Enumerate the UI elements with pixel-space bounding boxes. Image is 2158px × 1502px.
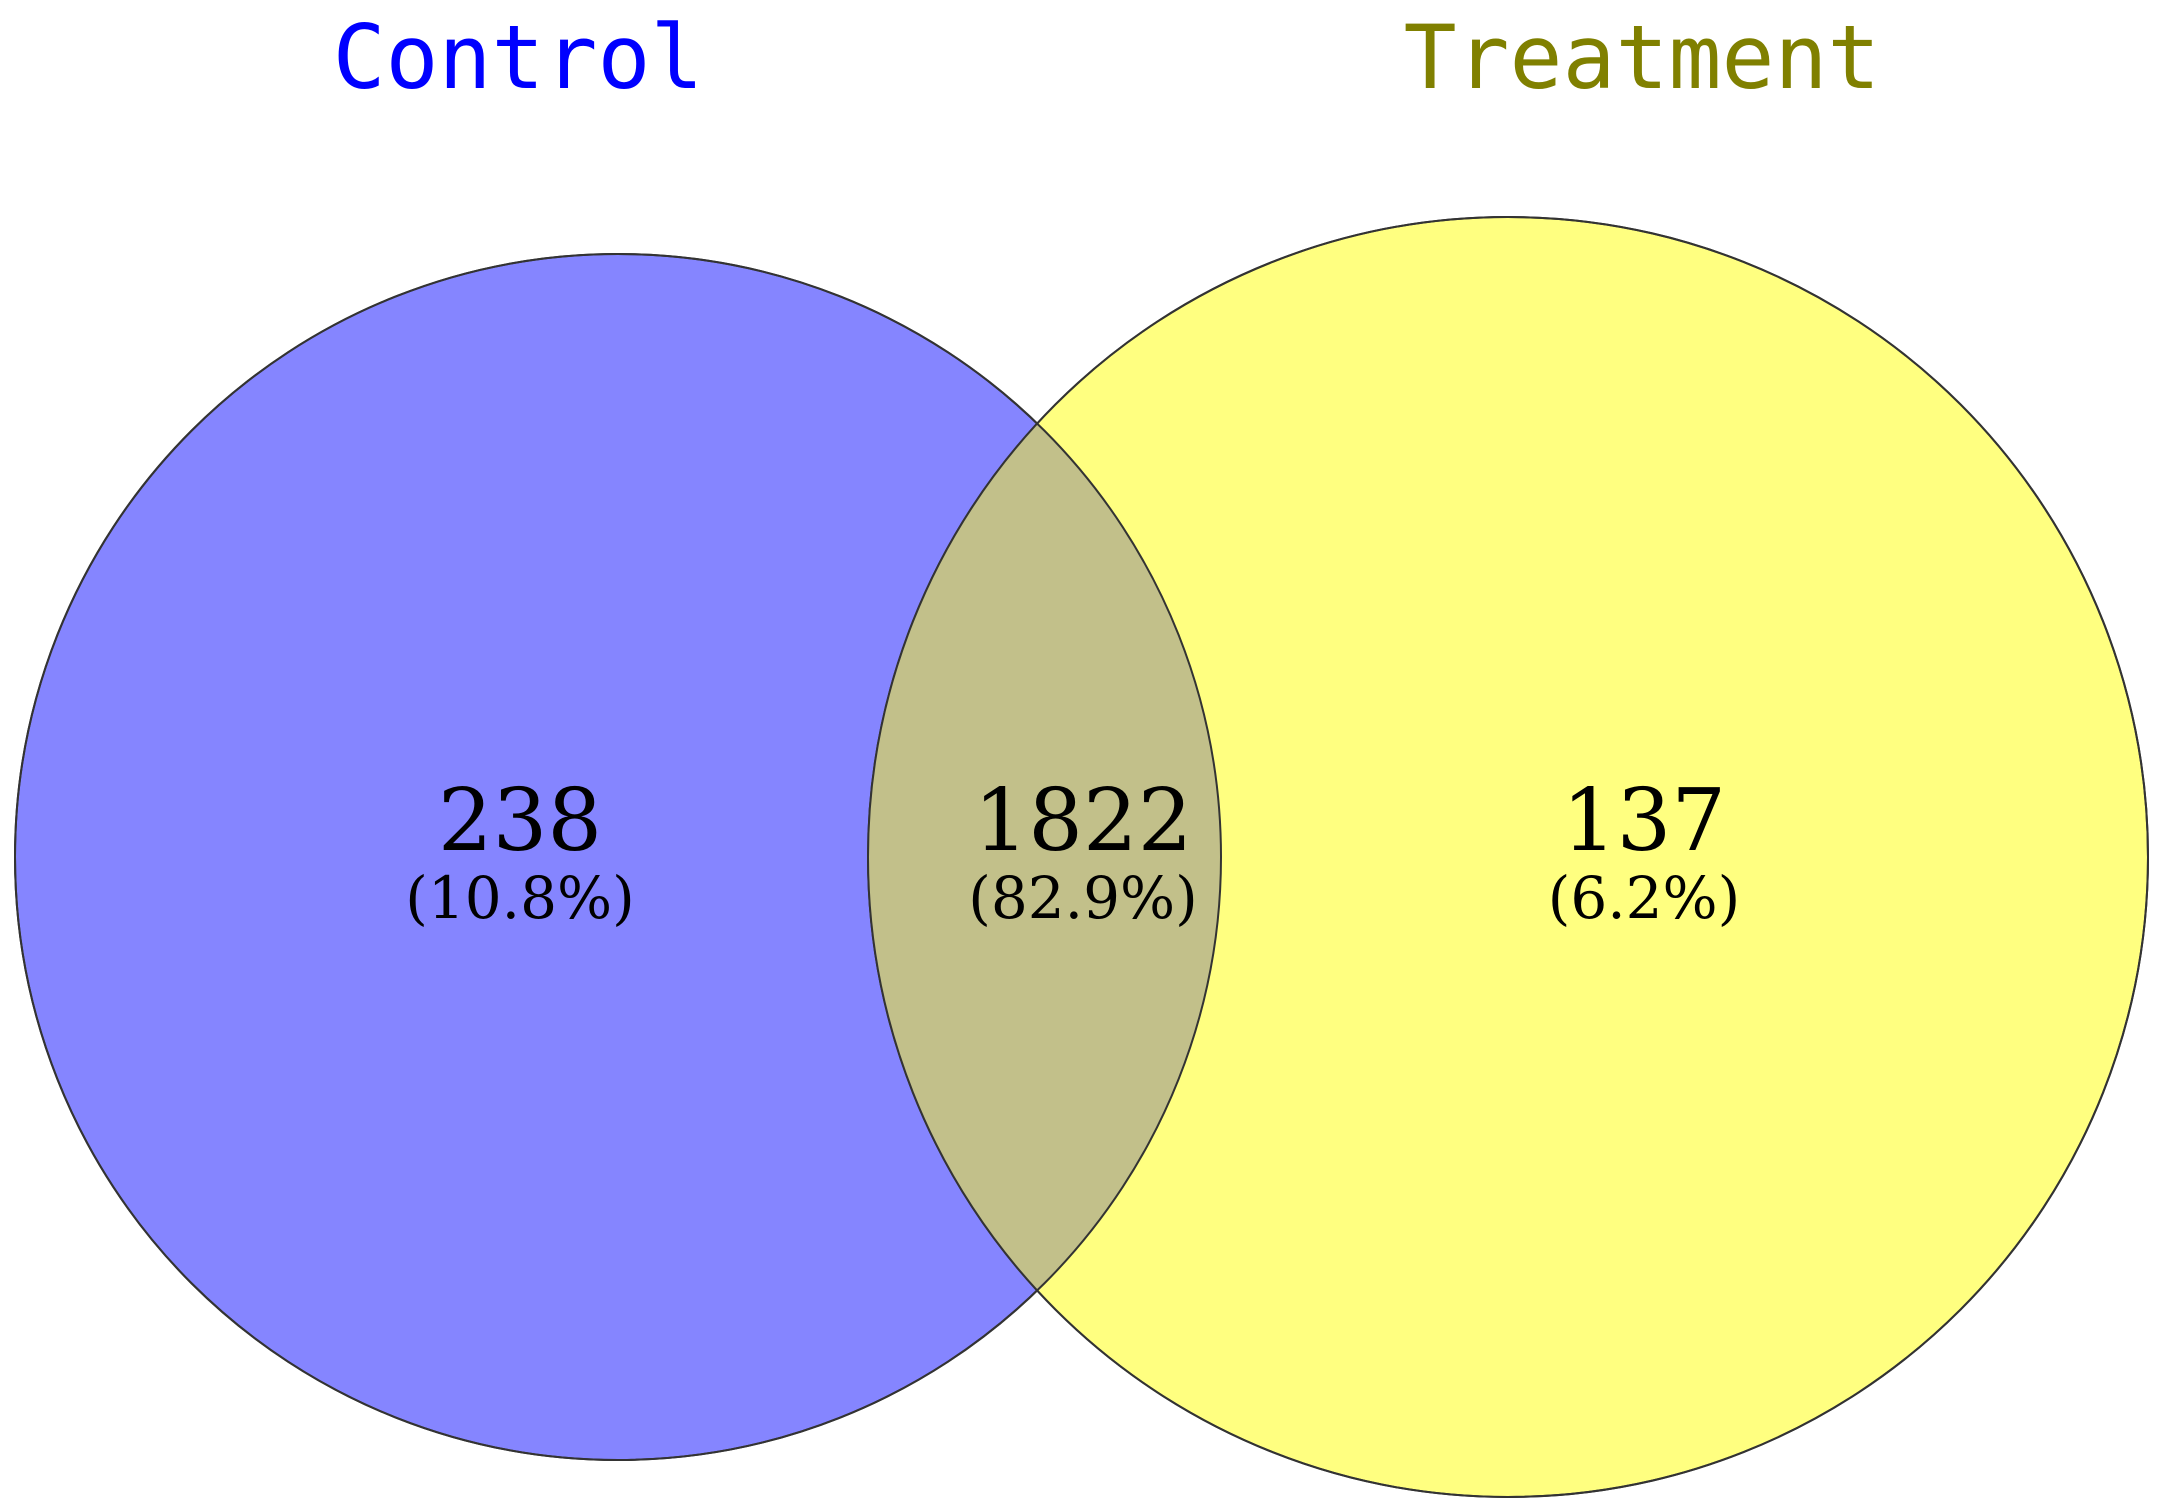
region-treatment-only-count: 137: [1562, 771, 1726, 871]
region-overlap-count: 1822: [974, 771, 1193, 871]
region-control-only-count: 238: [438, 771, 602, 871]
region-treatment-only-percent: (6.2%): [1548, 864, 1741, 932]
region-control-only-percent: (10.8%): [405, 864, 635, 932]
set-label-treatment: Treatment: [1404, 6, 1881, 109]
treatment-circle-outline: [867, 216, 2149, 1498]
set-label-control: Control: [333, 6, 704, 109]
control-circle-outline: [14, 253, 1222, 1461]
region-overlap-percent: (82.9%): [968, 864, 1198, 932]
